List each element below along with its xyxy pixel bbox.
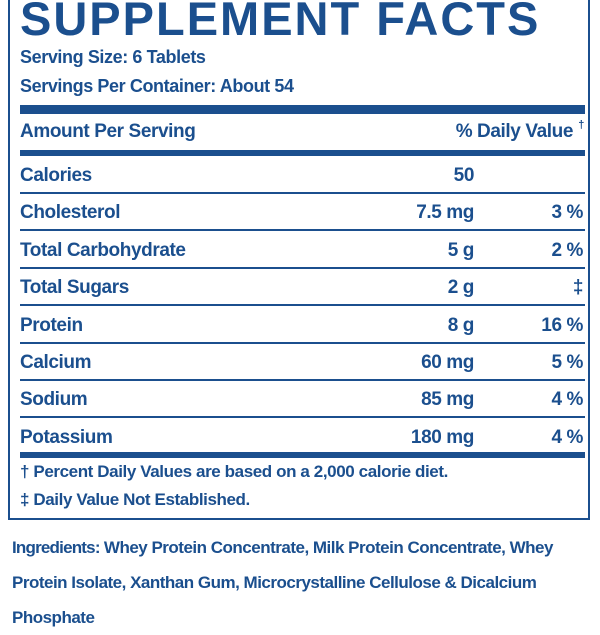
- dagger-mark: †: [578, 119, 584, 131]
- nutrient-name: Total Sugars: [20, 277, 129, 299]
- nutrient-name: Sodium: [20, 389, 88, 411]
- row-divider: [20, 229, 585, 232]
- supplement-facts-panel: [8, 0, 590, 520]
- nutrient-name: Protein: [20, 314, 83, 336]
- nutrient-row: Protein 8 g 16 %: [20, 307, 585, 344]
- ingredients-line-2: Whey Protein Isolate, Xanthan Gum, Micro…: [12, 538, 553, 592]
- nutrient-daily-value: 4 %: [551, 389, 583, 411]
- nutrient-row: Calories 50: [20, 157, 585, 194]
- nutrient-name: Total Carbohydrate: [20, 239, 186, 261]
- nutrient-row: Sodium 85 mg 4 %: [20, 381, 585, 418]
- nutrient-amount: 180 mg: [410, 426, 474, 448]
- divider-thick: [20, 452, 585, 458]
- row-divider: [20, 266, 585, 269]
- nutrient-amount: 8 g: [447, 314, 475, 336]
- nutrient-row: Total Carbohydrate 5 g 2 %: [20, 232, 585, 269]
- daily-value-header: % Daily Value: [455, 121, 574, 142]
- panel-title: SUPPLEMENT FACTS: [20, 0, 541, 45]
- ingredients-line-1: Whey Protein Concentrate, Milk Protein C…: [99, 538, 506, 557]
- nutrient-row: Cholesterol 7.5 mg 3 %: [20, 194, 585, 231]
- nutrient-name: Calories: [20, 165, 92, 186]
- nutrient-daily-value: 16 %: [541, 314, 583, 336]
- nutrient-name: Calcium: [20, 352, 92, 373]
- nutrient-name: Potassium: [20, 426, 113, 448]
- nutrient-amount: 5 g: [447, 239, 475, 261]
- nutrient-daily-value: ‡: [572, 277, 584, 299]
- row-divider: [20, 192, 585, 194]
- nutrient-daily-value: 5 %: [551, 352, 583, 373]
- nutrient-row: Potassium 180 mg 4 %: [20, 419, 585, 456]
- nutrient-amount: 2 g: [447, 277, 475, 299]
- nutrient-name: Cholesterol: [20, 202, 121, 224]
- nutrient-daily-value: 3 %: [551, 202, 583, 224]
- ingredients-label: Ingredients:: [12, 538, 100, 557]
- nutrient-daily-value: 2 %: [551, 239, 583, 261]
- serving-size: Serving Size: 6 Tablets: [20, 47, 206, 67]
- nutrient-amount: 50: [453, 165, 475, 186]
- divider-thick: [20, 105, 585, 114]
- nutrient-amount: 7.5 mg: [416, 202, 474, 224]
- footnote-not-established: ‡ Daily Value Not Established.: [20, 490, 250, 509]
- nutrient-row: Calcium 60 mg 5 %: [20, 344, 585, 381]
- nutrient-amount: 60 mg: [421, 352, 474, 373]
- row-divider: [20, 304, 585, 307]
- nutrient-amount: 85 mg: [421, 389, 474, 411]
- servings-per-container: Servings Per Container: About 54: [20, 76, 294, 96]
- row-divider: [20, 341, 585, 344]
- divider-thick: [20, 150, 585, 156]
- row-divider: [20, 379, 585, 381]
- row-divider: [20, 416, 585, 419]
- nutrient-daily-value: 4 %: [551, 426, 583, 448]
- ingredients: Ingredients: Whey Protein Concentrate, M…: [12, 530, 592, 635]
- amount-per-serving-header: Amount Per Serving: [20, 121, 196, 142]
- nutrient-row: Total Sugars 2 g ‡: [20, 269, 585, 306]
- footnote-daily-values: † Percent Daily Values are based on a 2,…: [20, 462, 448, 481]
